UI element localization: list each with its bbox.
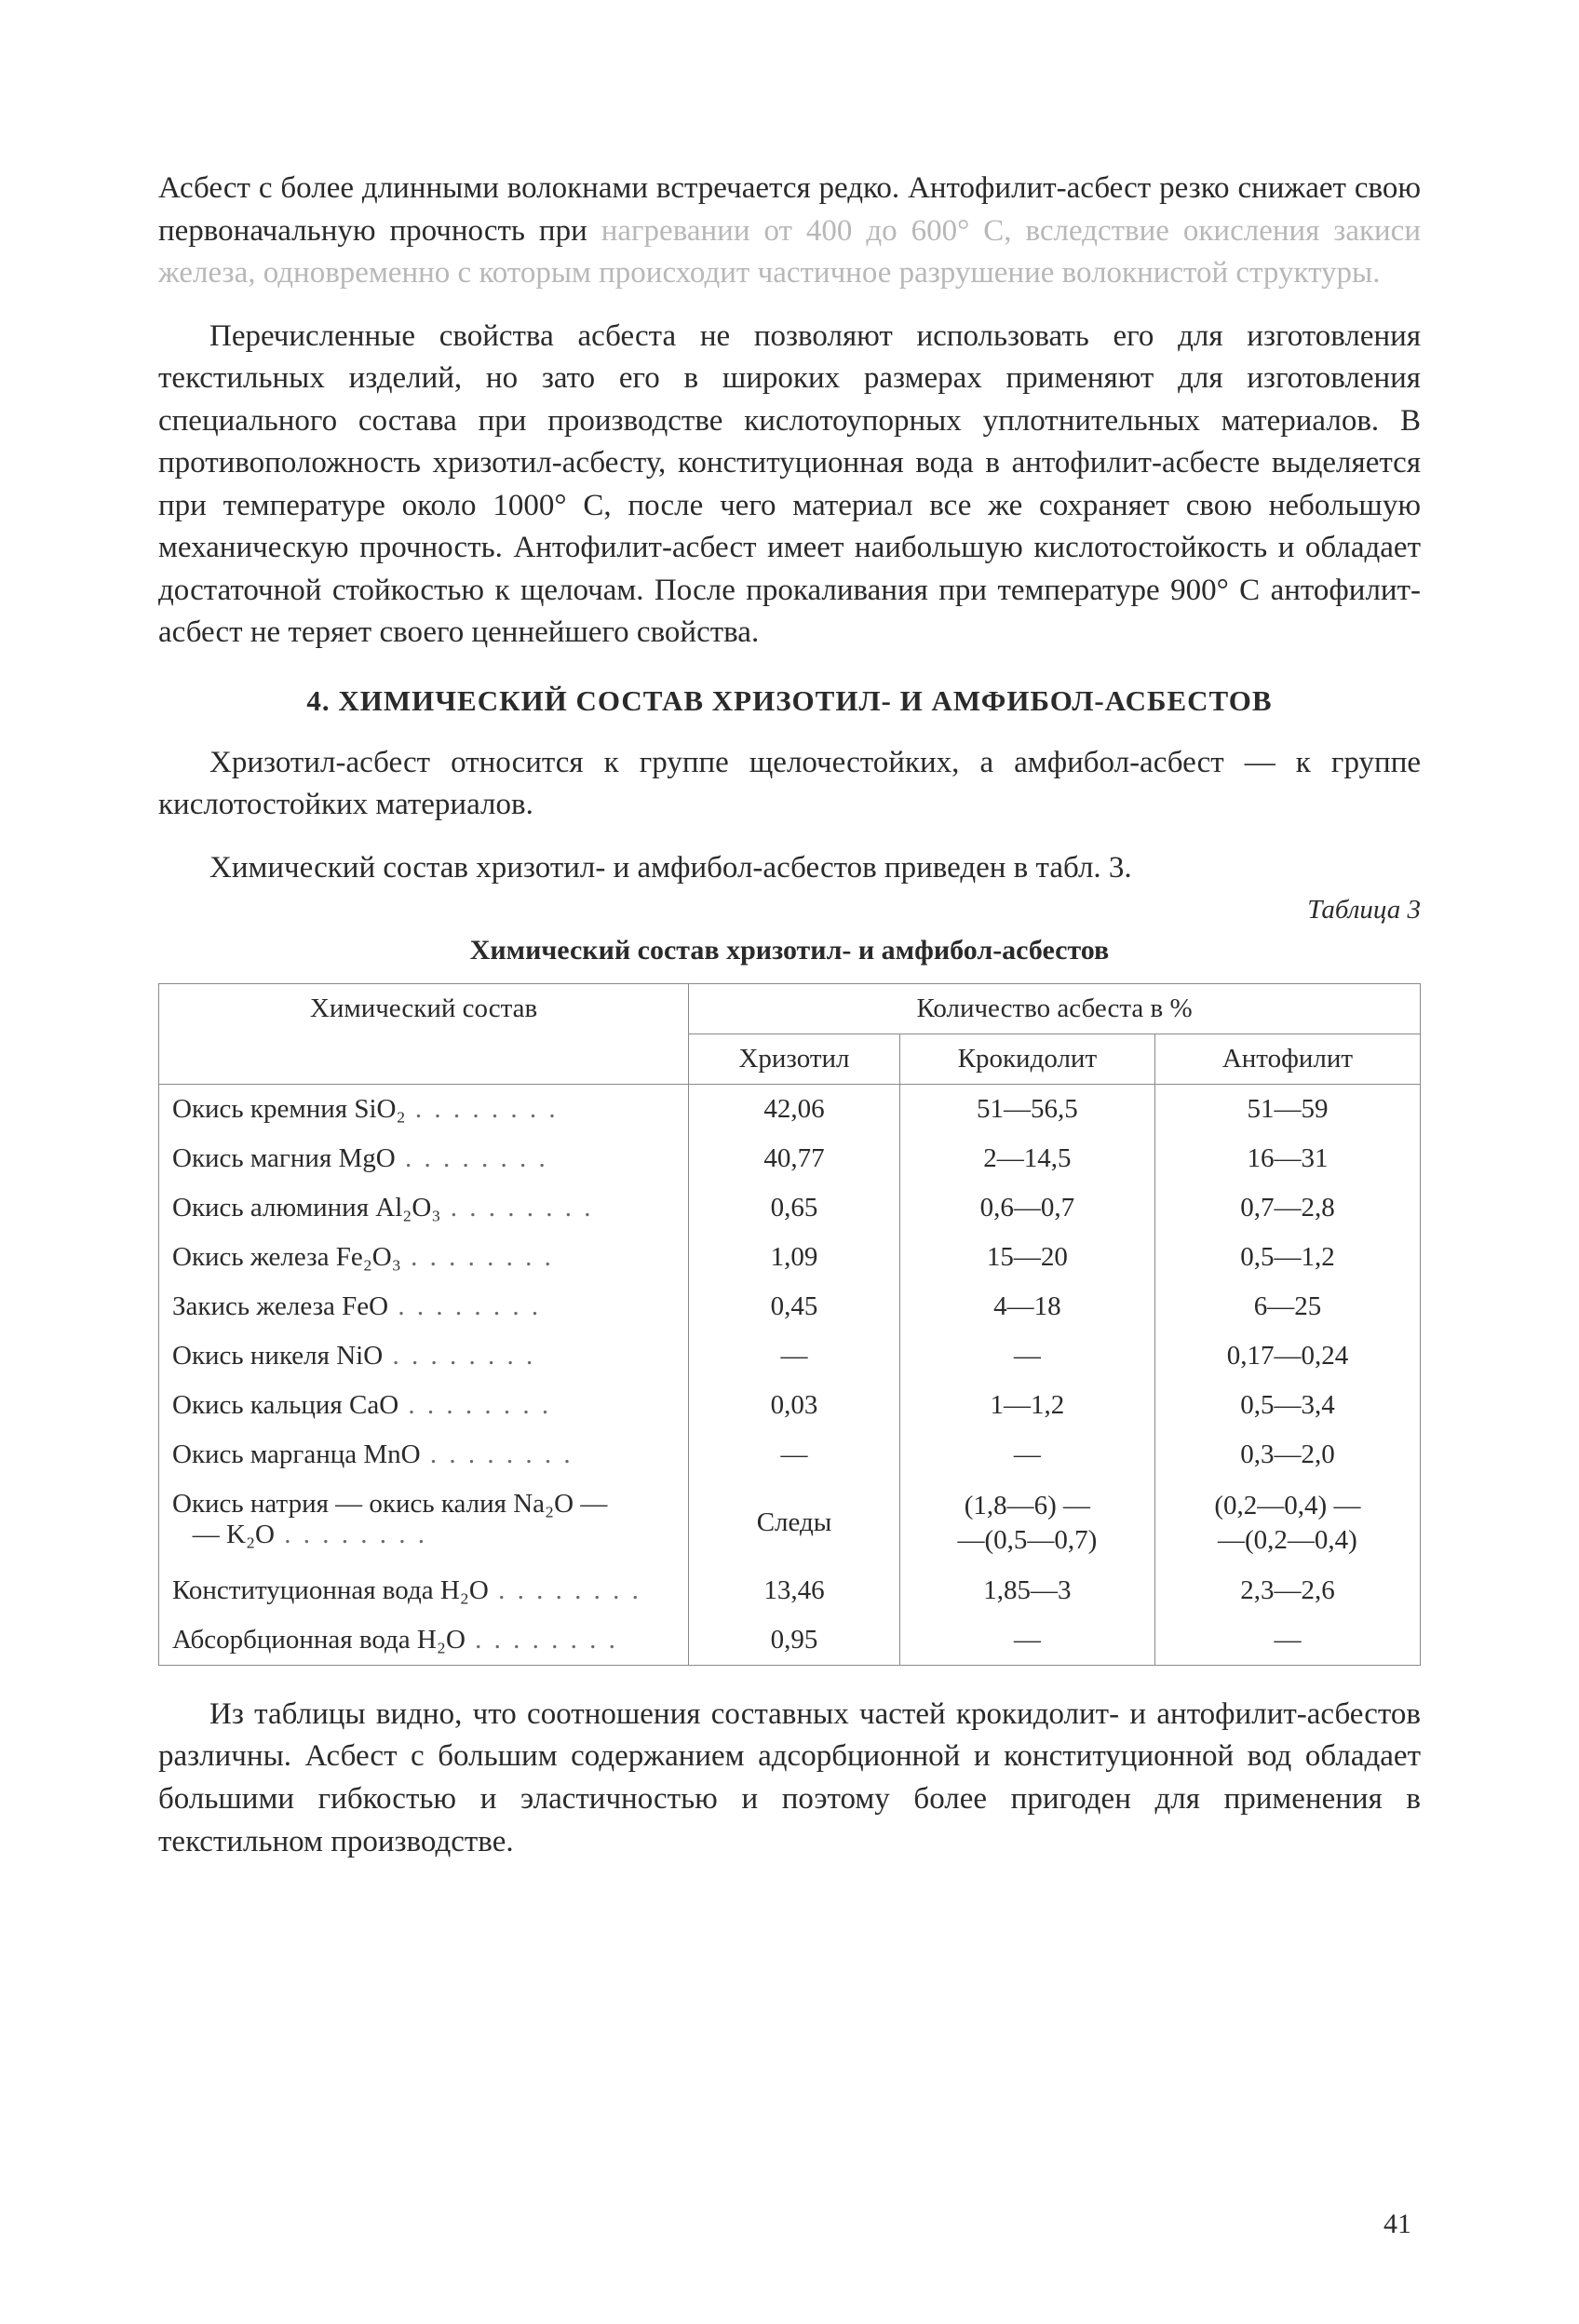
th-c3: Антофилит xyxy=(1154,1034,1420,1085)
paragraph-3: Хризотил-асбест относится к группе щелоч… xyxy=(158,742,1421,827)
table-row: Закись железа FeO . . . . . . . . 0,45 4… xyxy=(159,1282,1421,1331)
composition-table: Химический состав Количество асбеста в %… xyxy=(158,983,1421,1666)
table-row: Окись алюминия Al₂O₃ . . . . . . . . 0,6… xyxy=(159,1183,1421,1233)
table-row: Окись никеля NiO . . . . . . . . — — 0,1… xyxy=(159,1331,1421,1381)
table-label: Таблица 3 xyxy=(158,895,1421,926)
section-heading: 4. ХИМИЧЕСКИЙ СОСТАВ ХРИЗОТИЛ- И АМФИБОЛ… xyxy=(158,684,1421,718)
paragraph-1: Асбест с более длинными волокнами встреч… xyxy=(158,168,1421,295)
th-group: Количество асбеста в % xyxy=(689,984,1421,1034)
table-row: Окись магния MgO . . . . . . . . 40,77 2… xyxy=(159,1134,1421,1183)
table-row: Окись кремния SiO₂ . . . . . . . . 42,06… xyxy=(159,1085,1421,1135)
table-row: Абсорбционная вода H₂O . . . . . . . . 0… xyxy=(159,1615,1421,1666)
th-c1: Хризотил xyxy=(689,1034,900,1085)
table-row: Окись марганца MnO . . . . . . . . — — 0… xyxy=(159,1430,1421,1480)
table-row-na: Окись натрия — окись калия Na₂O — — K₂O … xyxy=(159,1480,1421,1566)
th-left: Химический состав xyxy=(159,984,689,1085)
table-caption: Химический состав хризотил- и амфибол-ас… xyxy=(158,935,1421,966)
table-row: Окись железа Fe₂O₃ . . . . . . . . 1,09 … xyxy=(159,1233,1421,1282)
paragraph-4: Химический состав хризотил- и амфибол-ас… xyxy=(158,847,1421,890)
table-row: Конституционная вода H₂O . . . . . . . .… xyxy=(159,1566,1421,1615)
paragraph-5: Из таблицы видно, что соотношения состав… xyxy=(158,1694,1421,1863)
page-number: 41 xyxy=(1383,2209,1411,2240)
th-c2: Крокидолит xyxy=(899,1034,1154,1085)
page: Асбест с более длинными волокнами встреч… xyxy=(0,0,1579,2324)
table-row: Окись кальция CaO . . . . . . . . 0,03 1… xyxy=(159,1381,1421,1430)
paragraph-2: Перечисленные свойства асбеста не позвол… xyxy=(158,316,1421,655)
